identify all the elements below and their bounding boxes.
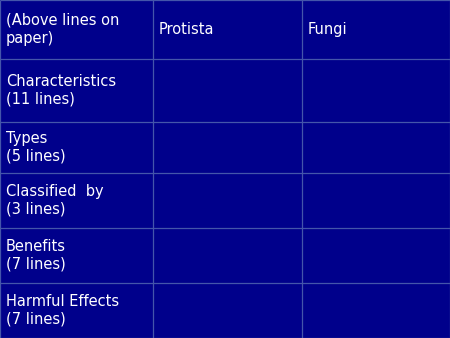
Bar (153, 0, 302, 59)
Bar (0, 59, 153, 122)
Bar (153, 228, 302, 283)
Bar (0, 0, 153, 59)
Bar (0, 228, 153, 283)
Text: (Above lines on
paper): (Above lines on paper) (6, 13, 119, 46)
Bar (302, 0, 450, 59)
Bar (0, 173, 153, 228)
Bar (302, 59, 450, 122)
Bar (302, 283, 450, 338)
Bar (153, 283, 302, 338)
Text: Benefits
(7 lines): Benefits (7 lines) (6, 239, 66, 272)
Text: Harmful Effects
(7 lines): Harmful Effects (7 lines) (6, 294, 119, 327)
Bar (153, 173, 302, 228)
Bar (0, 122, 153, 173)
Bar (153, 59, 302, 122)
Text: Characteristics
(11 lines): Characteristics (11 lines) (6, 74, 116, 107)
Bar (302, 228, 450, 283)
Text: Fungi: Fungi (307, 22, 347, 37)
Text: Protista: Protista (159, 22, 214, 37)
Bar (0, 283, 153, 338)
Bar (302, 122, 450, 173)
Bar (302, 173, 450, 228)
Text: Types
(5 lines): Types (5 lines) (6, 131, 66, 164)
Text: Classified  by
(3 lines): Classified by (3 lines) (6, 184, 104, 217)
Bar (153, 122, 302, 173)
